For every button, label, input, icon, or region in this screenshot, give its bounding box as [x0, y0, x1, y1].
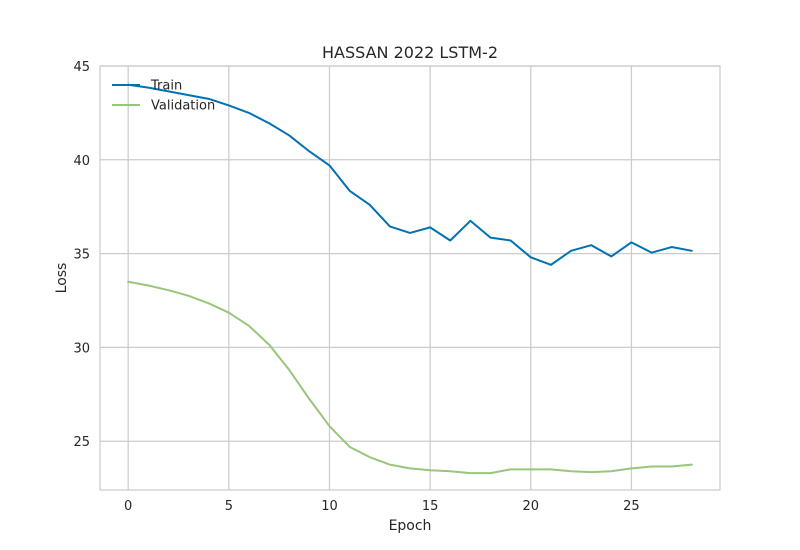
x-tick-label: 20 [523, 499, 540, 514]
x-tick-label: 0 [124, 499, 132, 514]
legend-label-validation: Validation [151, 99, 215, 114]
x-tick-label: 15 [422, 499, 439, 514]
y-axis-ticks: 25 30 35 40 45 [73, 60, 90, 450]
x-tick-label: 10 [321, 499, 338, 514]
chart-title: HASSAN 2022 LSTM-2 [322, 43, 498, 62]
y-tick-label: 25 [73, 435, 90, 450]
plot-frame [99, 65, 721, 491]
grid-lines [100, 65, 720, 490]
series-line-train [127, 83, 693, 266]
x-tick-label: 25 [623, 499, 640, 514]
y-tick-label: 45 [73, 60, 90, 75]
x-axis-ticks: 0 5 10 15 20 25 [124, 499, 640, 514]
legend-label-train: Train [150, 79, 182, 94]
series-line-validation [127, 280, 693, 475]
series-lines [127, 83, 693, 475]
x-axis-label: Epoch [389, 518, 432, 534]
x-tick-label: 5 [225, 499, 233, 514]
y-axis-label: Loss [54, 263, 70, 294]
y-tick-label: 35 [73, 248, 90, 263]
legend: Train Validation [112, 79, 215, 114]
y-tick-label: 40 [73, 154, 90, 169]
y-tick-label: 30 [73, 341, 90, 356]
